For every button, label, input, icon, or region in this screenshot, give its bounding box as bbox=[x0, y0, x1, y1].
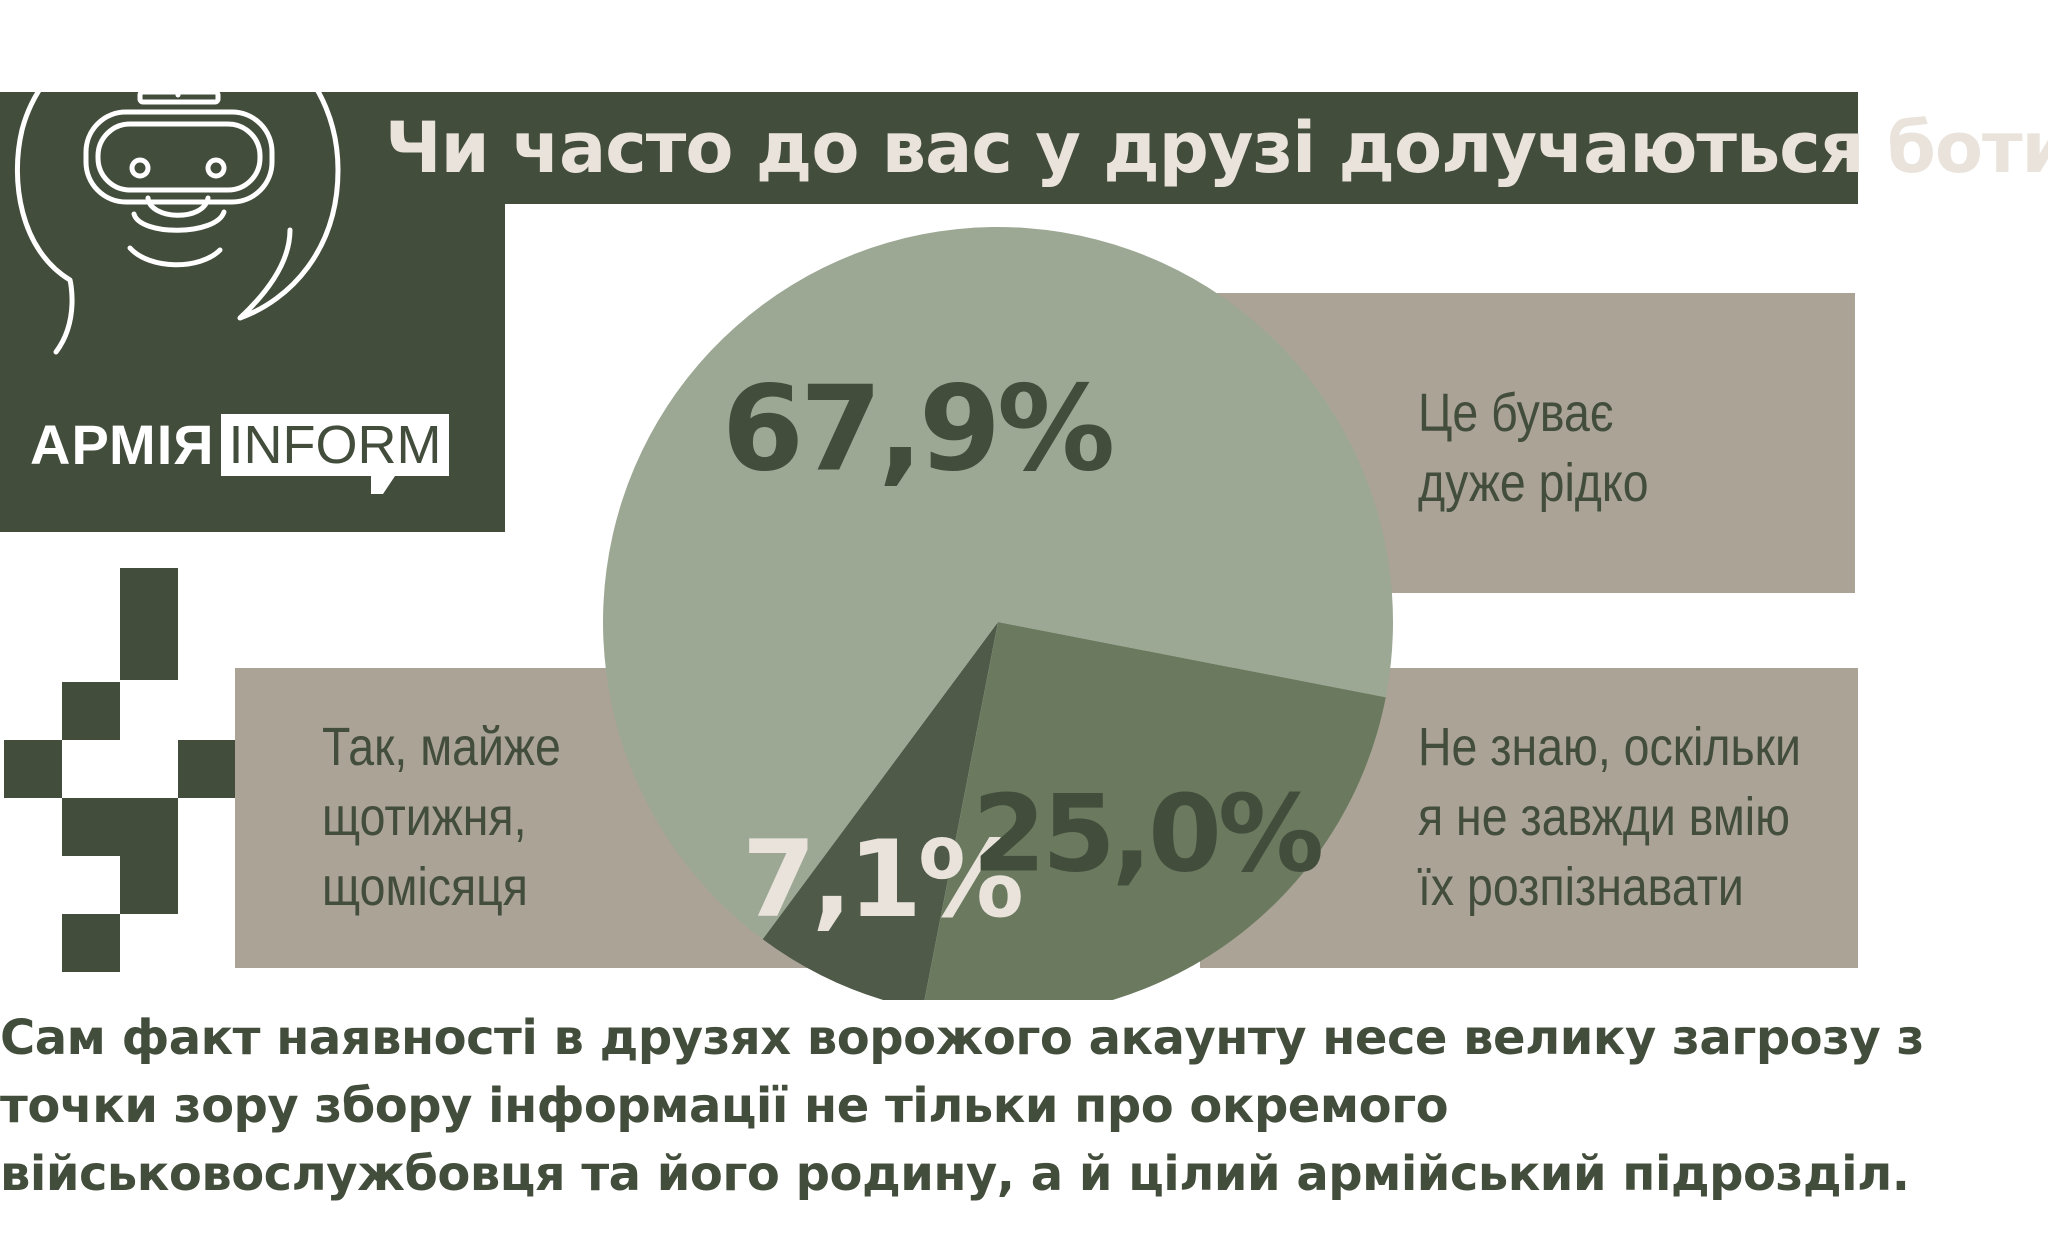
pie-label-rare: 67,9% bbox=[722, 359, 1112, 497]
brand-name-part-a: АРМІЯ bbox=[30, 413, 215, 476]
brand-inform-text: INFORM bbox=[228, 415, 442, 475]
title-band bbox=[505, 92, 1858, 204]
brand-logo: АРМІЯ INFORM bbox=[30, 412, 450, 494]
brand-name-part-b: INFORM bbox=[220, 414, 450, 494]
pie-label-weekly: 7,1% bbox=[742, 818, 1021, 941]
pie-slice-weekly bbox=[762, 622, 998, 1000]
category-label-rare: Це буває дуже рідко bbox=[1418, 383, 1649, 513]
pixel-pattern-decoration bbox=[4, 568, 236, 972]
category-label-unknown: Не знаю, оскільки я не завжди вмію їх ро… bbox=[1418, 717, 1801, 917]
speech-tail-icon bbox=[370, 476, 395, 494]
pie-label-unknown: 25,0% bbox=[972, 773, 1321, 896]
pie-chart: 7,1% 67,9% 25,0% bbox=[603, 227, 1394, 1000]
chart-title: Чи часто до вас у друзі долучаються боти… bbox=[385, 107, 2048, 189]
robot-chat-icon bbox=[14, 11, 341, 355]
pie-slice-rare bbox=[603, 227, 1394, 940]
caption-text: Сам факт наявності в друзях ворожого ака… bbox=[0, 1010, 1924, 1202]
category-label-weekly: Так, майже щотижня, щомісяця bbox=[322, 717, 561, 917]
pie-slice-unknown bbox=[924, 622, 1386, 1000]
